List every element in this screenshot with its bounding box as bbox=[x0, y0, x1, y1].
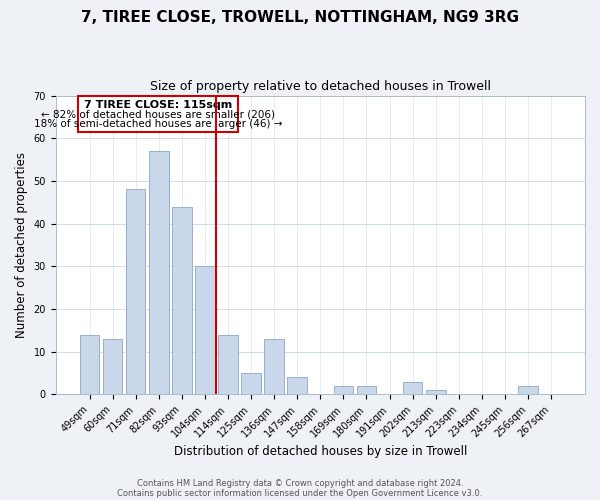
Y-axis label: Number of detached properties: Number of detached properties bbox=[15, 152, 28, 338]
Bar bbox=[518, 386, 538, 394]
Bar bbox=[103, 339, 122, 394]
Bar bbox=[80, 334, 100, 394]
Bar bbox=[265, 339, 284, 394]
Bar bbox=[356, 386, 376, 394]
Text: 18% of semi-detached houses are larger (46) →: 18% of semi-detached houses are larger (… bbox=[34, 119, 283, 129]
Bar bbox=[79, 96, 238, 132]
Text: Contains HM Land Registry data © Crown copyright and database right 2024.: Contains HM Land Registry data © Crown c… bbox=[137, 478, 463, 488]
Bar bbox=[218, 334, 238, 394]
Bar bbox=[149, 151, 169, 394]
Text: ← 82% of detached houses are smaller (206): ← 82% of detached houses are smaller (20… bbox=[41, 109, 275, 119]
Bar bbox=[126, 190, 145, 394]
Bar bbox=[426, 390, 446, 394]
Text: Contains public sector information licensed under the Open Government Licence v3: Contains public sector information licen… bbox=[118, 488, 482, 498]
Bar bbox=[195, 266, 215, 394]
Text: 7 TIREE CLOSE: 115sqm: 7 TIREE CLOSE: 115sqm bbox=[84, 100, 232, 110]
Bar bbox=[287, 377, 307, 394]
Text: 7, TIREE CLOSE, TROWELL, NOTTINGHAM, NG9 3RG: 7, TIREE CLOSE, TROWELL, NOTTINGHAM, NG9… bbox=[81, 10, 519, 25]
Title: Size of property relative to detached houses in Trowell: Size of property relative to detached ho… bbox=[150, 80, 491, 93]
Bar bbox=[172, 206, 191, 394]
Bar bbox=[241, 373, 261, 394]
Bar bbox=[403, 382, 422, 394]
Bar bbox=[334, 386, 353, 394]
X-axis label: Distribution of detached houses by size in Trowell: Distribution of detached houses by size … bbox=[173, 444, 467, 458]
